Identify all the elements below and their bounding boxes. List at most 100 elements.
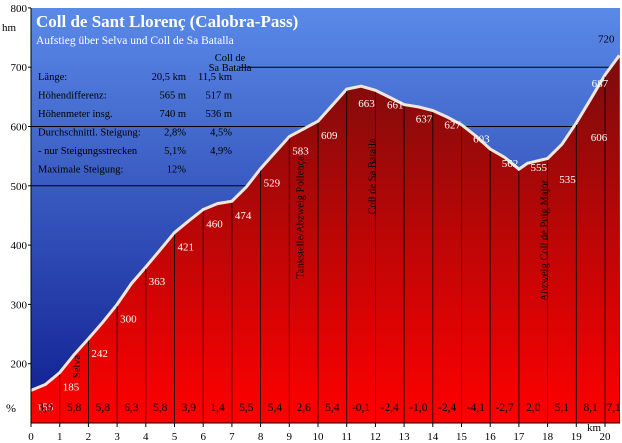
gradient-label: 2,0 [526,402,541,414]
y-tick-label: 300 [11,299,28,311]
x-tick-label: 1 [57,431,63,443]
info-value-pass: 11,5 km [198,72,232,83]
gradient-label: 5,8 [153,402,168,414]
gradient-label: 8,1 [583,402,598,414]
col-label-line1: Coll de [215,53,246,64]
info-row-label: - nur Steigungsstrecken [38,146,138,157]
gradient-label: 5,4 [325,402,340,414]
elevation-label: 535 [559,174,576,186]
x-tick-label: 3 [114,431,120,443]
y-tick-label: 400 [11,240,28,252]
x-tick-label: 17 [513,431,525,443]
gradient-label: 1,4 [210,402,225,414]
gradient-label: -1,0 [409,402,427,414]
y-tick-label: 200 [11,359,28,371]
x-tick-label: 18 [542,431,554,443]
x-tick-label: 19 [571,431,583,443]
gradient-labels: 3,0 5,8 5,8 6,3 5,8 3,9 1,4 5,5 5,4 2,6 5,4 -0,1 -2,… [38,402,621,414]
gradient-label: 3,9 [182,402,197,414]
elevation-label: 460 [206,219,223,231]
x-tick-label: 2 [86,431,92,443]
info-value-total: 565 m [159,91,186,102]
elevation-label: 606 [591,132,608,144]
elevation-label: 661 [387,99,404,111]
info-value-pass: 4,5% [210,128,232,139]
elevation-label: 603 [473,134,490,146]
gradient-label: 2,6 [296,402,311,414]
gradient-label: 3,0 [38,402,53,414]
gradient-label: -2,4 [381,402,399,414]
gradient-label: -2,7 [495,402,513,414]
info-value-pass: 536 m [205,109,232,120]
info-row-label: Maximale Steigung: [38,165,124,176]
gradient-label: 5,5 [239,402,254,414]
gradient-label: -0,1 [352,402,370,414]
info-row-label: Durchschnittl. Steigung: [38,128,141,139]
gradient-label: 5,4 [268,402,283,414]
elevation-label: 720 [598,33,615,45]
elevation-label: 474 [235,210,252,222]
info-value-total: 740 m [159,109,186,120]
route-annotation: Coll de Sa Batalla [367,138,378,214]
x-tick-label: 16 [485,431,497,443]
gradient-label: 5,8 [96,402,111,414]
x-tick-label: 20 [600,431,612,443]
x-tick-label: 6 [200,431,206,443]
gradient-label: -2,4 [438,402,456,414]
y-tick-label: 500 [11,181,28,193]
elevation-label: 562 [502,158,519,170]
y-tick-label: 800 [11,3,28,15]
elevation-label: 609 [321,130,338,142]
x-tick-label: 8 [258,431,264,443]
elevation-label: 529 [264,178,281,190]
x-tick-label: 15 [456,431,468,443]
x-tick-label: 5 [172,431,178,443]
y-tick-label: 600 [11,122,28,134]
info-value-total: 12% [167,165,187,176]
x-axis: 0 1 2 3 4 5 6 7 8 9 10 11 12 13 14 15 16 17 18 19 20 [28,422,620,443]
chart-subtitle: Aufstieg über Selva und Coll de Sa Batal… [36,35,234,47]
info-row-label: Höhendifferenz: [38,91,107,102]
info-value-pass: 4,9% [210,146,232,157]
x-tick-label: 13 [399,431,411,443]
gradient-label: 5,1 [555,402,570,414]
info-table: Länge: 20,5 km 11,5 km Höhendifferenz: 565 m… [38,72,232,176]
route-annotations: Selva Tankstelle/Abzweig Pollença Coll de … [72,138,551,378]
col-label-line2: Sa Batalla [209,63,252,74]
x-tick-label: 7 [229,431,235,443]
info-row-label: Höhenmeter insg. [38,109,113,120]
route-annotation: Selva [72,354,83,378]
route-annotation: Tankstelle/Abzweig Pollença [296,156,307,279]
elevation-point-labels: 155 185 242 300 363 421 460 474 529 583 609 663 661 6… [37,33,615,413]
elevation-label: 555 [531,162,548,174]
gradient-label: -4,1 [467,402,485,414]
elevation-label: 185 [63,382,80,394]
x-tick-label: 12 [370,431,381,443]
elevation-label: 421 [178,242,195,254]
elevation-label: 363 [149,276,166,288]
y-axis: 200 300 400 500 600 700 800 [11,3,32,423]
elevation-label: 300 [120,313,137,325]
elevation-label: 663 [358,98,375,110]
y-unit-label: hm [2,22,17,34]
route-annotation: Abzweig Coll de Puig Major [540,179,551,301]
elevation-profile-line [30,54,621,392]
elevation-label: 637 [416,114,433,126]
elevation-label: 687 [592,78,609,90]
info-row-label: Länge: [38,72,67,83]
elevation-label: 583 [292,146,309,158]
x-tick-label: 4 [143,431,149,443]
y-tick-label: 700 [11,62,28,74]
x-tick-label: 10 [313,431,325,443]
gradient-label: 6,3 [124,402,139,414]
chart-title: Coll de Sant Llorenç (Calobra-Pass) [36,12,298,31]
x-tick-label: 11 [341,431,352,443]
elevation-label: 627 [444,119,461,131]
x-tick-label: 14 [427,431,439,443]
elevation-area [31,55,620,424]
x-unit-label: km [587,422,602,434]
info-value-total: 20,5 km [152,72,186,83]
info-value-pass: 517 m [205,91,232,102]
info-value-total: 2,8% [164,128,186,139]
